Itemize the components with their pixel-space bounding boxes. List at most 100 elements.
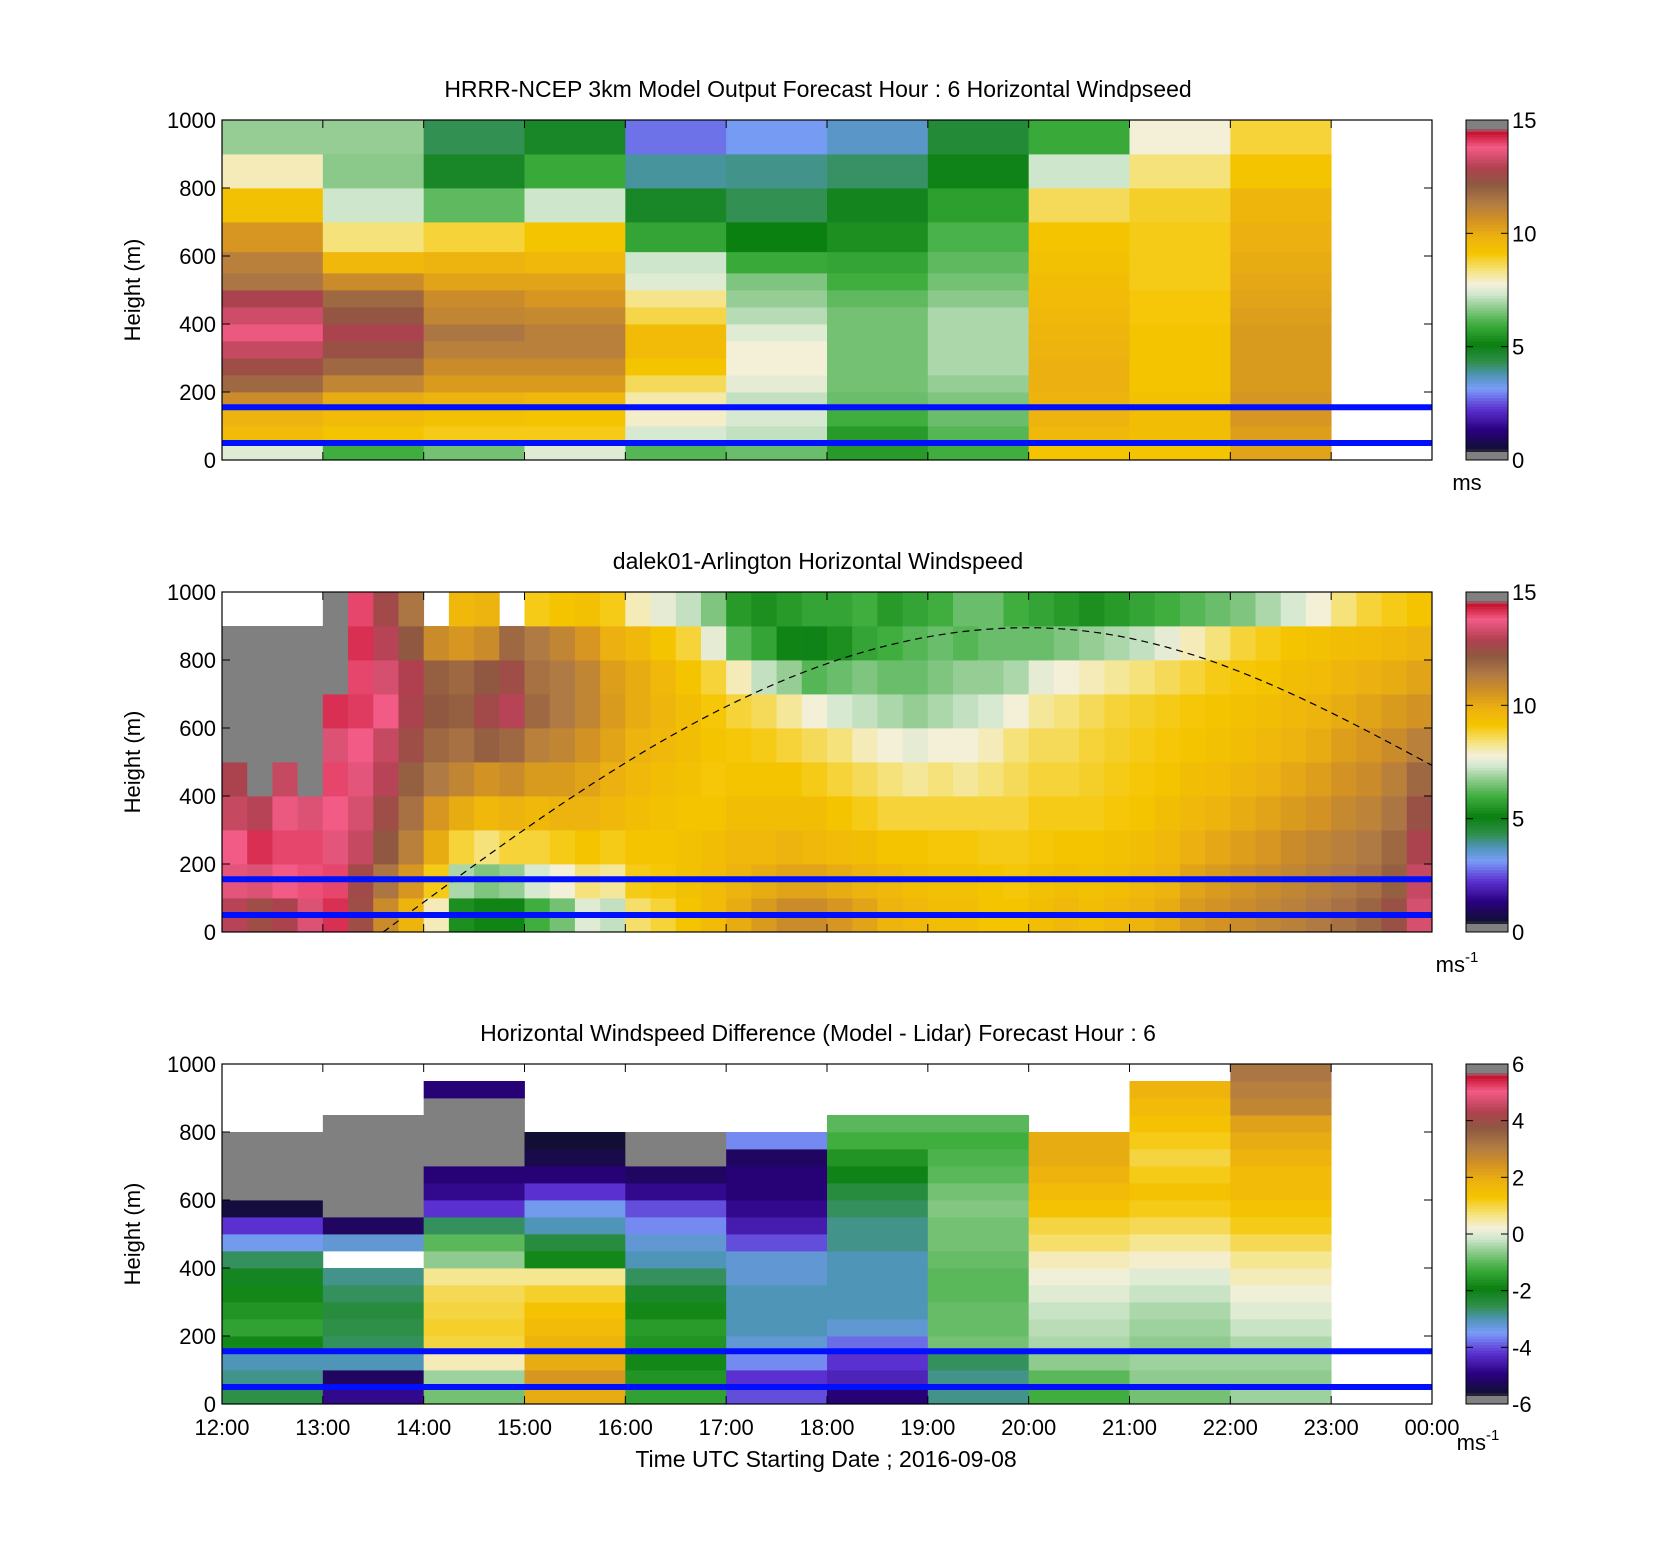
colorbar-swatch (1466, 341, 1508, 345)
heatmap-cell (423, 188, 525, 223)
colorbar-swatch (1466, 1302, 1508, 1306)
heatmap-cell (600, 830, 626, 865)
heatmap-cell (902, 830, 929, 865)
heatmap-cell (726, 1183, 828, 1201)
colorbar-swatch (1466, 241, 1508, 246)
heatmap-cell (1305, 592, 1332, 627)
colorbar-swatch (1466, 668, 1508, 672)
heatmap-cell (272, 728, 299, 763)
colorbar-swatch (1466, 1344, 1508, 1348)
colorbar-swatch (1466, 787, 1508, 791)
heatmap-cell (499, 694, 525, 729)
colorbar-swatch (1466, 295, 1508, 299)
heatmap-cell (1129, 1285, 1231, 1303)
heatmap-cell (625, 324, 727, 342)
heatmap-cell (726, 1132, 828, 1150)
heatmap-cell (1255, 592, 1282, 627)
colorbar-swatch (1466, 685, 1508, 689)
colorbar-tick-label: 10 (1512, 221, 1536, 246)
heatmap-cell (650, 626, 677, 661)
colorbar-swatch (1466, 307, 1508, 311)
heatmap-cell (726, 830, 752, 865)
heatmap-cell (726, 762, 752, 797)
colorbar-tick-label: 0 (1512, 448, 1524, 473)
heatmap-cell (1028, 324, 1130, 342)
colorbar-swatch (1466, 335, 1508, 339)
heatmap-cell (524, 154, 626, 189)
heatmap-cell (827, 188, 929, 223)
colorbar-swatch (1466, 1095, 1508, 1099)
heatmap-cell (1028, 307, 1130, 325)
colorbar-swatch (1466, 1066, 1508, 1071)
heatmap-cell (322, 1319, 425, 1337)
colorbar-swatch (1466, 796, 1508, 800)
heatmap-cell (423, 1200, 525, 1218)
heatmap-cell (827, 1302, 929, 1320)
heatmap-cell (524, 762, 551, 797)
heatmap-cell (675, 762, 702, 797)
heatmap-cell (726, 120, 828, 155)
colorbar-swatch (1466, 920, 1508, 924)
heatmap-cell (524, 1353, 626, 1371)
colorbar-swatch (1466, 900, 1508, 905)
heatmap-cell (423, 307, 525, 325)
heatmap-cell (1230, 324, 1332, 342)
colorbar: 0 5 10 15 (1465, 580, 1536, 945)
heatmap-cell (625, 1132, 727, 1150)
colorbar-tick-label: 4 (1512, 1109, 1524, 1134)
colorbar-swatch (1466, 878, 1508, 882)
heatmap-cell (1079, 796, 1105, 831)
colorbar-swatch (1466, 1242, 1508, 1246)
heatmap-cell (297, 796, 324, 831)
colorbar-swatch (1466, 1375, 1508, 1379)
heatmap-cell (524, 358, 626, 376)
colorbar-swatch (1466, 451, 1508, 455)
heatmap-cell (953, 762, 979, 797)
heatmap-cell (322, 1115, 425, 1133)
colorbar-swatch (1466, 764, 1508, 769)
colorbar-swatch (1466, 1072, 1508, 1076)
colorbar-swatch (1466, 1341, 1508, 1345)
heatmap-cell (1331, 830, 1357, 865)
colorbar-swatch (1466, 227, 1508, 231)
heatmap-cell (978, 796, 1004, 831)
colorbar-swatch (1466, 236, 1508, 240)
colorbar-swatch (1466, 708, 1508, 712)
heatmap-cell (1129, 222, 1231, 253)
heatmap-cell (953, 728, 979, 763)
heatmap-cell (1230, 796, 1256, 831)
colorbar-swatch (1466, 745, 1508, 749)
heatmap-cell (600, 592, 626, 627)
heatmap-cell (297, 762, 324, 797)
heatmap-cell (222, 120, 324, 155)
heatmap-cell (726, 1387, 828, 1405)
heatmap-cell (247, 728, 273, 763)
heatmap-cell (499, 830, 525, 865)
heatmap-cell (423, 273, 525, 291)
heatmap-cell (222, 1166, 324, 1184)
colorbar-swatch (1466, 428, 1508, 433)
heatmap-cell (322, 1217, 425, 1235)
colorbar-swatch (1466, 1134, 1508, 1139)
heatmap-cell (322, 120, 425, 155)
colorbar-swatch (1466, 1234, 1508, 1238)
heatmap-cell (348, 592, 374, 627)
colorbar-frame (1465, 591, 1509, 933)
y-tick-label: 600 (179, 716, 216, 741)
heatmap-cell (1230, 1302, 1332, 1320)
colorbar-swatch (1466, 1086, 1508, 1090)
heatmap-cell (222, 830, 248, 865)
heatmap-cell (801, 762, 828, 797)
colorbar-swatch (1466, 120, 1508, 124)
heatmap-cell (322, 1353, 425, 1371)
heatmap-cell (801, 592, 828, 627)
heatmap-cell (222, 1285, 324, 1303)
colorbar-swatch (1466, 1129, 1508, 1133)
heatmap-cell (222, 728, 248, 763)
colorbar-swatch (1466, 1188, 1508, 1192)
colorbar-swatch (1466, 594, 1508, 599)
heatmap-cell (1129, 1268, 1231, 1286)
y-tick-label: 0 (204, 920, 216, 945)
heatmap-cell (1230, 1370, 1332, 1388)
x-ticks (221, 120, 1433, 460)
